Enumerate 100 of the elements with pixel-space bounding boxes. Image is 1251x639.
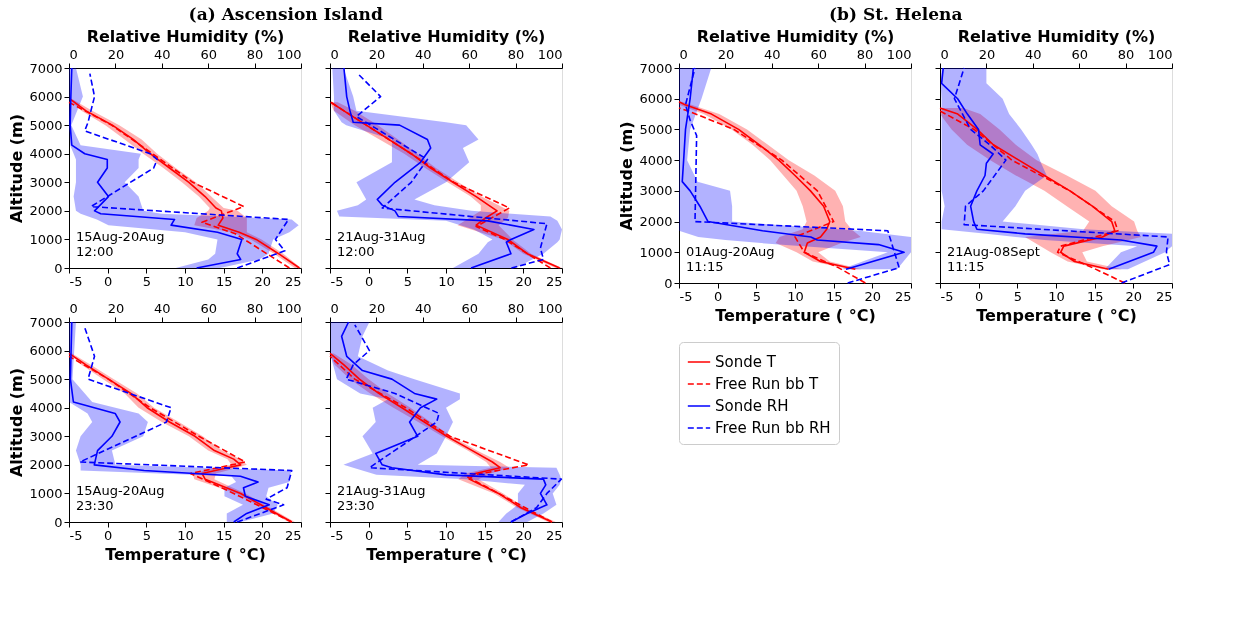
- y-tick-label: 0: [54, 260, 63, 276]
- x2-tick-label: 20: [368, 300, 386, 316]
- annotation: 21Aug-08Sept 11:15: [947, 244, 1040, 274]
- x-tick-label: 25: [894, 288, 912, 304]
- x-axis-title: Temperature ( °C): [105, 544, 266, 564]
- x2-tick-label: 40: [415, 46, 432, 62]
- chart-title: (a) Ascension Island: [188, 3, 383, 24]
- x-tick-label: -5: [679, 288, 693, 304]
- x2-tick-label: 0: [679, 46, 688, 62]
- x-tick-label: -5: [940, 288, 954, 304]
- x2-tick-label: 60: [461, 46, 478, 62]
- annotation: 15Aug-20Aug 23:30: [76, 483, 165, 513]
- x-tick-label: 0: [975, 288, 984, 304]
- x2-tick-label: 0: [69, 300, 78, 316]
- x2-tick-label: 80: [246, 46, 264, 62]
- x-tick-label: 5: [142, 273, 151, 289]
- x-tick-label: -5: [69, 273, 83, 289]
- annotation: 15Aug-20Aug 12:00: [76, 229, 165, 259]
- y-tick-label: 5000: [639, 121, 673, 137]
- x2-tick-label: 20: [978, 46, 996, 62]
- y-tick-label: 4000: [29, 146, 63, 162]
- x-tick-label: 25: [545, 273, 563, 289]
- x2-tick-label: 80: [246, 300, 264, 316]
- x-tick-label: 15: [215, 273, 233, 289]
- x2-tick-label: 60: [461, 300, 478, 316]
- y-tick-label: 1000: [639, 244, 673, 260]
- x-tick-label: 5: [403, 273, 412, 289]
- annotation: 01Aug-20Aug 11:15: [686, 244, 775, 274]
- y-tick-label: 2000: [29, 457, 63, 473]
- y-tick-label: 4000: [29, 400, 63, 416]
- y-tick-label: 2000: [639, 214, 673, 230]
- x2-tick-label: 80: [507, 300, 525, 316]
- x2-tick-label: 40: [154, 46, 171, 62]
- x2-axis-title: Relative Humidity (%): [957, 26, 1156, 46]
- x-tick-label: 5: [752, 288, 761, 304]
- x-tick-label: 20: [515, 273, 533, 289]
- x-tick-label: 20: [254, 273, 272, 289]
- x-tick-label: 20: [864, 288, 882, 304]
- y-tick-label: 6000: [639, 91, 673, 107]
- y-tick-label: 6000: [29, 343, 63, 359]
- x-tick-label: -5: [330, 273, 344, 289]
- y-tick-label: 7000: [639, 60, 673, 76]
- x-axis-title: Temperature ( °C): [715, 305, 876, 325]
- x-tick-label: 15: [476, 273, 494, 289]
- x-tick-label: 0: [104, 273, 113, 289]
- y-tick-label: 1000: [29, 231, 63, 247]
- x-tick-label: 25: [284, 273, 302, 289]
- x-tick-label: 25: [1155, 288, 1173, 304]
- x2-tick-label: 60: [1071, 46, 1088, 62]
- x-tick-label: 15: [476, 527, 494, 543]
- x2-tick-label: 40: [764, 46, 781, 62]
- x-tick-label: 5: [1013, 288, 1022, 304]
- chart-title: (b) St. Helena: [829, 3, 963, 24]
- annotation: 21Aug-31Aug 23:30: [337, 483, 426, 513]
- x2-tick-label: 40: [1025, 46, 1042, 62]
- legend-label: Free Run bb RH: [715, 419, 831, 437]
- x-tick-label: 10: [438, 273, 455, 289]
- x2-tick-label: 20: [368, 46, 386, 62]
- x2-tick-label: 100: [537, 46, 563, 62]
- x2-tick-label: 0: [940, 46, 949, 62]
- x-tick-label: 15: [1086, 288, 1104, 304]
- y-tick-label: 4000: [639, 152, 673, 168]
- x-tick-label: 0: [365, 527, 374, 543]
- x-tick-label: 10: [438, 527, 455, 543]
- x2-tick-label: 80: [1117, 46, 1135, 62]
- x2-tick-label: 20: [107, 300, 125, 316]
- y-axis-title: Altitude (m): [7, 113, 27, 224]
- x-tick-label: 15: [825, 288, 843, 304]
- annotation: 21Aug-31Aug 12:00: [337, 229, 426, 259]
- x-tick-label: 0: [714, 288, 723, 304]
- x2-tick-label: 0: [69, 46, 78, 62]
- x2-tick-label: 0: [330, 300, 339, 316]
- x-tick-label: 20: [1125, 288, 1143, 304]
- x2-tick-label: 40: [415, 300, 432, 316]
- x2-tick-label: 0: [330, 46, 339, 62]
- y-tick-label: 2000: [29, 203, 63, 219]
- y-tick-label: 3000: [29, 174, 63, 190]
- x-tick-label: 10: [177, 527, 194, 543]
- x2-tick-label: 100: [1147, 46, 1173, 62]
- x-tick-label: 25: [545, 527, 563, 543]
- x-tick-label: 5: [142, 527, 151, 543]
- x-tick-label: -5: [69, 527, 83, 543]
- x-tick-label: 0: [365, 273, 374, 289]
- y-tick-label: 7000: [29, 314, 63, 330]
- x2-tick-label: 60: [810, 46, 827, 62]
- y-tick-label: 1000: [29, 485, 63, 501]
- y-axis-title: Altitude (m): [617, 121, 637, 231]
- x-tick-label: 20: [515, 527, 533, 543]
- legend-label: Free Run bb T: [715, 375, 819, 393]
- x2-tick-label: 100: [886, 46, 912, 62]
- x2-tick-label: 40: [154, 300, 171, 316]
- x2-axis-title: Relative Humidity (%): [347, 26, 546, 46]
- x-tick-label: -5: [330, 527, 344, 543]
- y-tick-label: 0: [54, 514, 63, 530]
- x-tick-label: 0: [104, 527, 113, 543]
- x-tick-label: 15: [215, 527, 233, 543]
- x2-axis-title: Relative Humidity (%): [696, 26, 895, 46]
- x2-tick-label: 20: [107, 46, 125, 62]
- x2-tick-label: 60: [200, 46, 217, 62]
- x2-axis-title: Relative Humidity (%): [86, 26, 285, 46]
